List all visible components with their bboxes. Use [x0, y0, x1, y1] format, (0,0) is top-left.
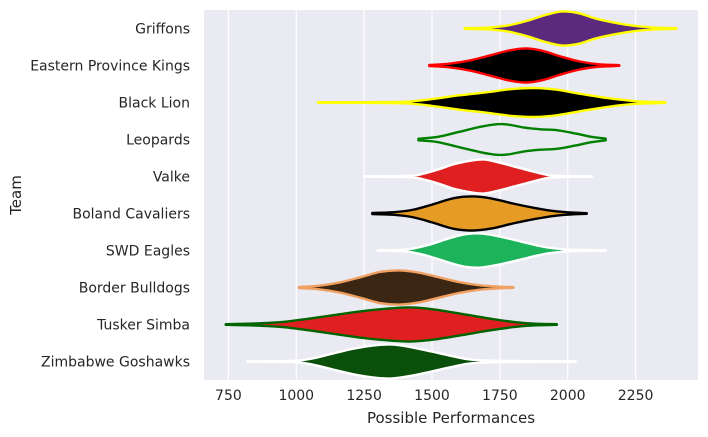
y-tick-label: Griffons [135, 22, 190, 38]
x-axis-label: Possible Performances [367, 409, 535, 427]
violins [224, 10, 678, 380]
violin-leopards [417, 122, 607, 157]
y-tick-label: Tusker Simba [96, 318, 190, 334]
x-tick-label: 2000 [550, 388, 586, 404]
grid-lines [227, 10, 637, 380]
y-tick-label: Border Bulldogs [79, 281, 190, 297]
x-tick-label: 750 [215, 388, 242, 404]
y-tick-label: Leopards [126, 133, 190, 149]
x-tick-label: 1250 [346, 388, 382, 404]
x-tick-label: 2250 [618, 388, 654, 404]
violin-zimbabwe-goshawks [246, 343, 578, 380]
y-axis-label: Team [7, 175, 25, 216]
violin-griffons [463, 10, 678, 47]
x-tick-label: 1750 [482, 388, 518, 404]
violin-eastern-province-kings [428, 47, 621, 84]
x-tick-label: 1000 [278, 388, 314, 404]
y-tick-label: Valke [153, 170, 190, 186]
violin-border-bulldogs [297, 269, 515, 306]
y-tick-labels: Griffons Eastern Province Kings Black Lion… [30, 22, 190, 371]
y-tick-label: Boland Cavaliers [72, 207, 190, 223]
y-tick-label: SWD Eagles [106, 244, 190, 260]
violin-swd-eagles [376, 232, 607, 269]
y-tick-label: Black Lion [119, 96, 190, 112]
y-tick-label: Zimbabwe Goshawks [41, 355, 190, 371]
x-tick-label: 1500 [414, 388, 450, 404]
violin-tusker-simba [224, 306, 559, 343]
violin-black-lion [316, 86, 667, 119]
violin-valke [362, 158, 594, 195]
violin-boland-cavaliers [371, 195, 588, 232]
y-tick-label: Eastern Province Kings [30, 59, 190, 75]
x-tick-labels: 750 1000 1250 1500 1750 2000 2250 [215, 388, 653, 404]
